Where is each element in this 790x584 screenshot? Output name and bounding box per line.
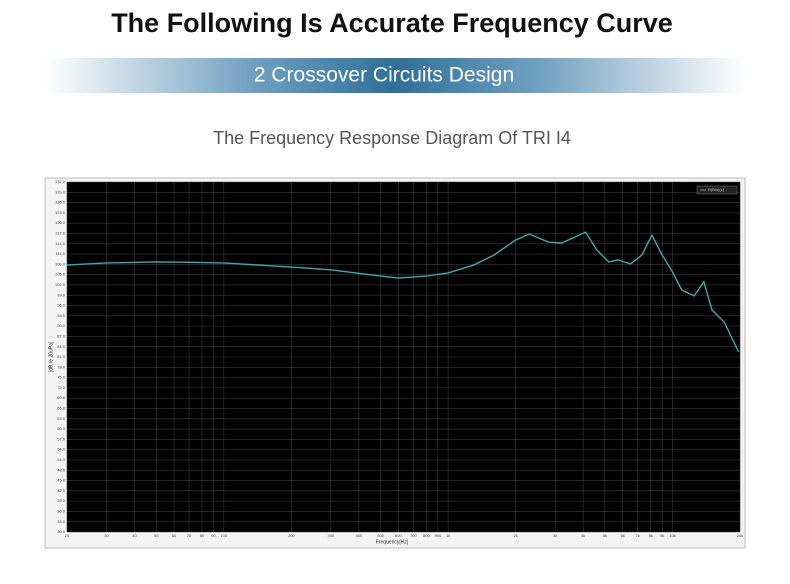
x-tick-label: 8k xyxy=(649,533,653,538)
y-axis-label: [dB re 20uPa] xyxy=(48,341,54,372)
x-tick-label: 200 xyxy=(288,533,295,538)
x-tick-label: 20 xyxy=(65,533,70,538)
x-tick-label: 50 xyxy=(154,533,159,538)
x-tick-label: 70 xyxy=(187,533,192,538)
y-tick-label: 132.0 xyxy=(55,179,66,184)
x-tick-label: 600 xyxy=(395,533,402,538)
x-tick-label: 90 xyxy=(211,533,216,538)
legend-box xyxy=(696,185,738,195)
y-tick-label: 114.0 xyxy=(55,241,65,246)
x-tick-label: 60 xyxy=(172,533,177,538)
x-axis-label: Frequency[Hz] xyxy=(376,539,409,545)
y-tick-label: 57.0 xyxy=(57,436,66,441)
y-tick-label: 90.0 xyxy=(57,323,66,328)
x-tick-label: 300 xyxy=(327,533,334,538)
y-tick-label: 72.0 xyxy=(57,385,66,390)
page-title: The Following Is Accurate Frequency Curv… xyxy=(111,8,673,38)
x-tick-label: 20k xyxy=(737,533,743,538)
x-tick-label: 9k xyxy=(660,533,664,538)
y-tick-label: 120.0 xyxy=(55,220,66,225)
x-tick-label: 2k xyxy=(514,533,518,538)
legend-label: R(Blu)(L) xyxy=(708,187,725,192)
y-tick-label: 39.0 xyxy=(57,498,66,503)
x-tick-label: 80 xyxy=(200,533,205,538)
y-tick-label: 117.0 xyxy=(55,231,65,236)
chart-title: The Frequency Response Diagram Of TRI I4 xyxy=(213,128,571,148)
y-tick-label: 48.0 xyxy=(57,467,66,472)
y-tick-label: 54.0 xyxy=(57,447,66,452)
y-tick-label: 51.0 xyxy=(57,457,66,462)
y-tick-label: 42.0 xyxy=(57,488,66,493)
y-tick-label: 84.0 xyxy=(57,344,66,349)
x-tick-label: 40 xyxy=(132,533,137,538)
x-tick-label: 500 xyxy=(377,533,384,538)
y-tick-label: 93.0 xyxy=(57,313,66,318)
x-tick-label: 30 xyxy=(104,533,109,538)
banner xyxy=(45,58,745,93)
y-tick-label: 78.0 xyxy=(57,364,66,369)
x-tick-label: 10k xyxy=(669,533,675,538)
x-tick-label: 700 xyxy=(410,533,417,538)
y-tick-label: 102.0 xyxy=(55,282,66,287)
x-tick-label: 3k xyxy=(553,533,557,538)
y-tick-label: 87.0 xyxy=(57,333,66,338)
data-line xyxy=(66,231,740,353)
y-tick-label: 123.0 xyxy=(55,210,66,215)
x-tick-label: 6k xyxy=(621,533,625,538)
x-tick-label: 100 xyxy=(220,533,227,538)
x-tick-label: 7k xyxy=(636,533,640,538)
y-tick-label: 99.0 xyxy=(57,292,66,297)
x-tick-label: 400 xyxy=(356,533,363,538)
y-tick-label: 63.0 xyxy=(57,416,66,421)
x-tick-label: 1k xyxy=(446,533,450,538)
x-tick-label: 4k xyxy=(581,533,585,538)
y-tick-label: 81.0 xyxy=(57,354,66,359)
x-tick-label: 900 xyxy=(435,533,442,538)
y-tick-label: 69.0 xyxy=(57,395,66,400)
y-tick-label: 66.0 xyxy=(57,406,66,411)
y-tick-label: 105.0 xyxy=(55,272,66,277)
y-tick-label: 60.0 xyxy=(57,426,66,431)
x-tick-label: 800 xyxy=(423,533,430,538)
y-tick-label: 126.0 xyxy=(55,200,66,205)
x-tick-label: 5k xyxy=(603,533,607,538)
y-tick-label: 75.0 xyxy=(57,375,66,380)
y-tick-label: 129.0 xyxy=(55,189,66,194)
y-tick-label: 33.0 xyxy=(57,519,66,524)
y-tick-label: 96.0 xyxy=(57,303,66,308)
y-tick-label: 108.0 xyxy=(55,261,66,266)
y-tick-label: 36.0 xyxy=(57,508,66,513)
y-tick-label: 30.0 xyxy=(57,529,66,534)
y-tick-label: 45.0 xyxy=(57,478,66,483)
y-tick-label: 111.0 xyxy=(56,251,66,256)
banner-text: 2 Crossover Circuits Design xyxy=(254,64,514,87)
